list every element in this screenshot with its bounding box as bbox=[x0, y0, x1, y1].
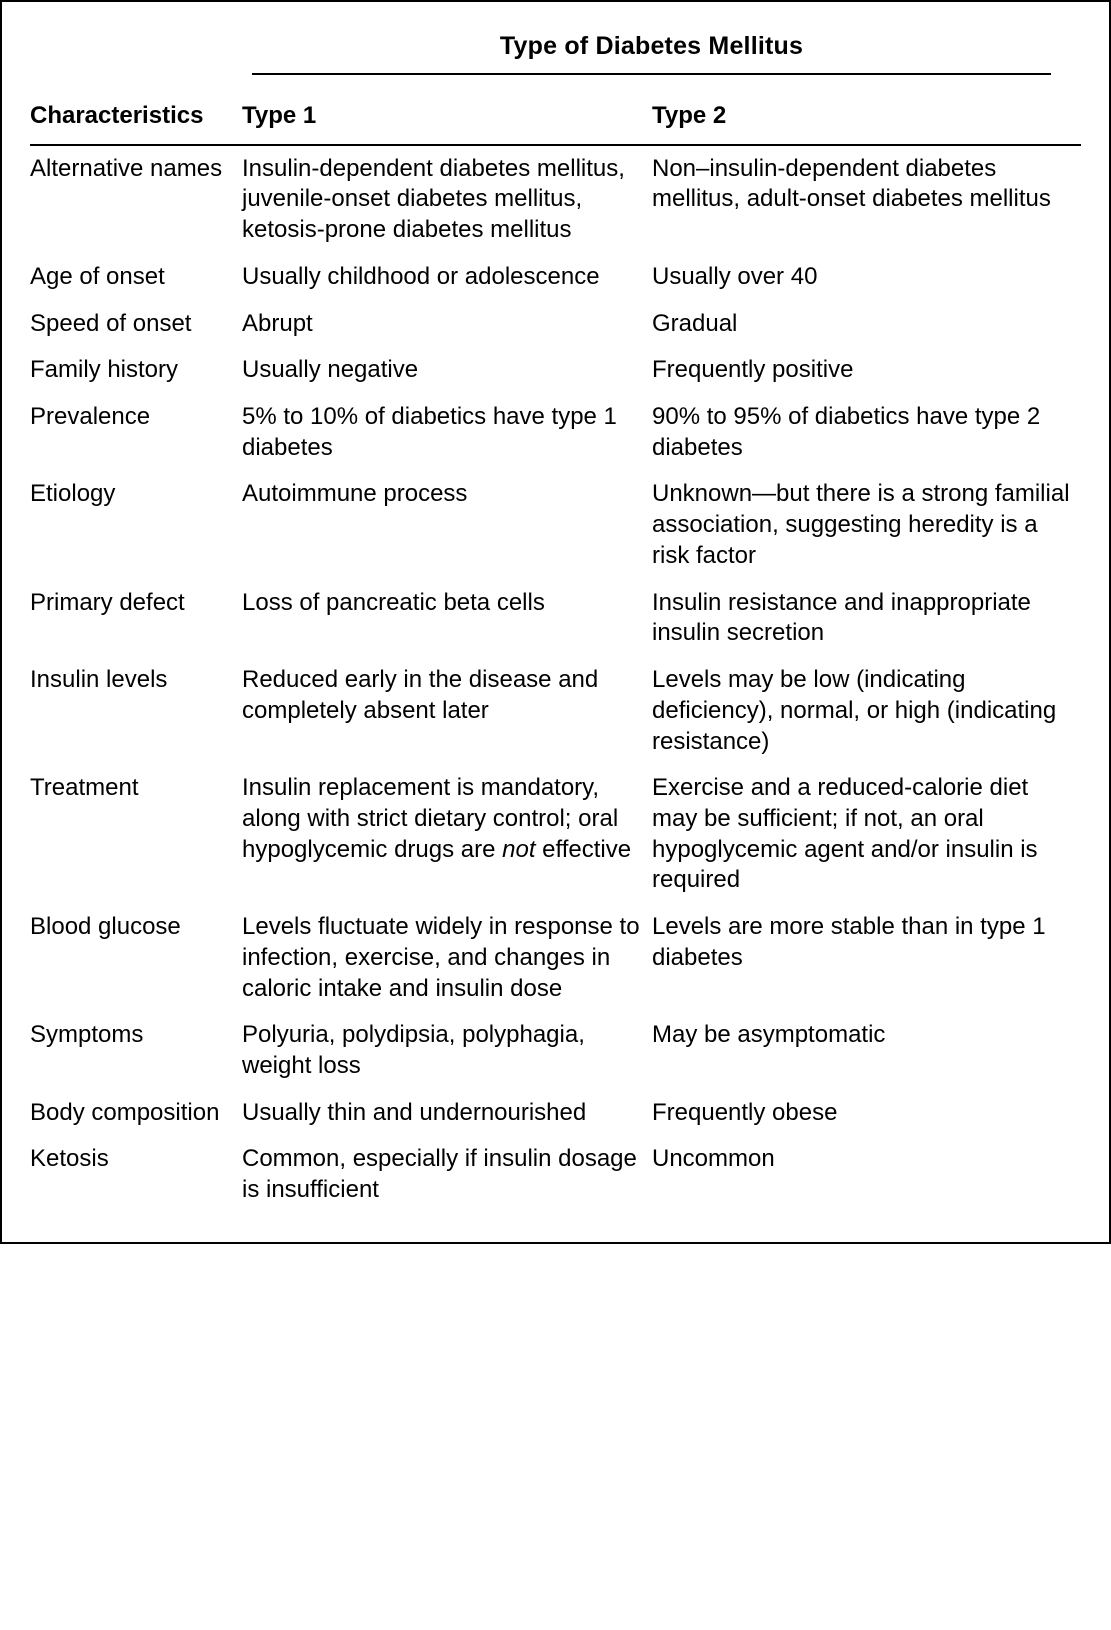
table-row: Blood glucoseLevels fluctuate widely in … bbox=[30, 904, 1081, 1012]
table-row: Body compositionUsually thin and underno… bbox=[30, 1090, 1081, 1137]
table-row: Alternative namesInsulin-dependent diabe… bbox=[30, 145, 1081, 254]
row-label: Symptoms bbox=[30, 1012, 242, 1089]
table-row: KetosisCommon, especially if insulin dos… bbox=[30, 1136, 1081, 1213]
row-label: Blood glucose bbox=[30, 904, 242, 1012]
cell-type1: Loss of pancreatic beta cells bbox=[242, 580, 652, 657]
table-header-row: Characteristics Type 1 Type 2 bbox=[30, 95, 1081, 145]
row-label: Family history bbox=[30, 347, 242, 394]
table-body: Alternative namesInsulin-dependent diabe… bbox=[30, 145, 1081, 1214]
col-header-characteristics: Characteristics bbox=[30, 95, 242, 145]
row-label: Body composition bbox=[30, 1090, 242, 1137]
cell-type1: Autoimmune process bbox=[242, 471, 652, 579]
cell-type2: Frequently positive bbox=[652, 347, 1081, 394]
cell-type1: 5% to 10% of diabetics have type 1 diabe… bbox=[242, 394, 652, 471]
cell-type2: Levels are more stable than in type 1 di… bbox=[652, 904, 1081, 1012]
cell-type1: Reduced early in the disease and complet… bbox=[242, 657, 652, 765]
row-label: Treatment bbox=[30, 765, 242, 904]
row-label: Age of onset bbox=[30, 254, 242, 301]
cell-type1: Insulin-dependent diabetes mellitus, juv… bbox=[242, 145, 652, 254]
cell-type2: 90% to 95% of diabetics have type 2 diab… bbox=[652, 394, 1081, 471]
cell-type1: Usually negative bbox=[242, 347, 652, 394]
row-label: Primary defect bbox=[30, 580, 242, 657]
cell-type1: Abrupt bbox=[242, 301, 652, 348]
cell-type2: May be asymptomatic bbox=[652, 1012, 1081, 1089]
cell-type2: Exercise and a reduced-calorie diet may … bbox=[652, 765, 1081, 904]
row-label: Speed of onset bbox=[30, 301, 242, 348]
col-header-type2: Type 2 bbox=[652, 95, 1081, 145]
table-row: Primary defectLoss of pancreatic beta ce… bbox=[30, 580, 1081, 657]
table-title: Type of Diabetes Mellitus bbox=[252, 32, 1051, 73]
diabetes-comparison-table: Characteristics Type 1 Type 2 Alternativ… bbox=[30, 95, 1081, 1214]
table-row: EtiologyAutoimmune processUnknown—but th… bbox=[30, 471, 1081, 579]
cell-type2: Unknown—but there is a strong familial a… bbox=[652, 471, 1081, 579]
table-row: Insulin levelsReduced early in the disea… bbox=[30, 657, 1081, 765]
cell-type2: Gradual bbox=[652, 301, 1081, 348]
cell-type2: Insulin resistance and inappropriate ins… bbox=[652, 580, 1081, 657]
cell-type2: Usually over 40 bbox=[652, 254, 1081, 301]
row-label: Etiology bbox=[30, 471, 242, 579]
cell-type2: Non–insulin-dependent diabetes mellitus,… bbox=[652, 145, 1081, 254]
table-row: SymptomsPolyuria, polydipsia, polyphagia… bbox=[30, 1012, 1081, 1089]
row-label: Prevalence bbox=[30, 394, 242, 471]
cell-type2: Uncommon bbox=[652, 1136, 1081, 1213]
table-row: Age of onsetUsually childhood or adolesc… bbox=[30, 254, 1081, 301]
cell-type2: Levels may be low (indicating deficiency… bbox=[652, 657, 1081, 765]
title-wrap: Type of Diabetes Mellitus bbox=[252, 32, 1051, 75]
row-label: Alternative names bbox=[30, 145, 242, 254]
cell-type1: Usually thin and undernourished bbox=[242, 1090, 652, 1137]
row-label: Insulin levels bbox=[30, 657, 242, 765]
col-header-type1: Type 1 bbox=[242, 95, 652, 145]
comparison-table-page: Type of Diabetes Mellitus Characteristic… bbox=[0, 0, 1111, 1244]
row-label: Ketosis bbox=[30, 1136, 242, 1213]
cell-type1: Levels fluctuate widely in response to i… bbox=[242, 904, 652, 1012]
table-row: TreatmentInsulin replacement is mandator… bbox=[30, 765, 1081, 904]
table-row: Family historyUsually negativeFrequently… bbox=[30, 347, 1081, 394]
table-row: Prevalence5% to 10% of diabetics have ty… bbox=[30, 394, 1081, 471]
table-row: Speed of onsetAbruptGradual bbox=[30, 301, 1081, 348]
cell-type1: Polyuria, polydipsia, polyphagia, weight… bbox=[242, 1012, 652, 1089]
cell-type1: Usually childhood or adolescence bbox=[242, 254, 652, 301]
cell-type1: Common, especially if insulin dosage is … bbox=[242, 1136, 652, 1213]
cell-type1: Insulin replacement is mandatory, along … bbox=[242, 765, 652, 904]
cell-type2: Frequently obese bbox=[652, 1090, 1081, 1137]
title-underline bbox=[252, 73, 1051, 75]
